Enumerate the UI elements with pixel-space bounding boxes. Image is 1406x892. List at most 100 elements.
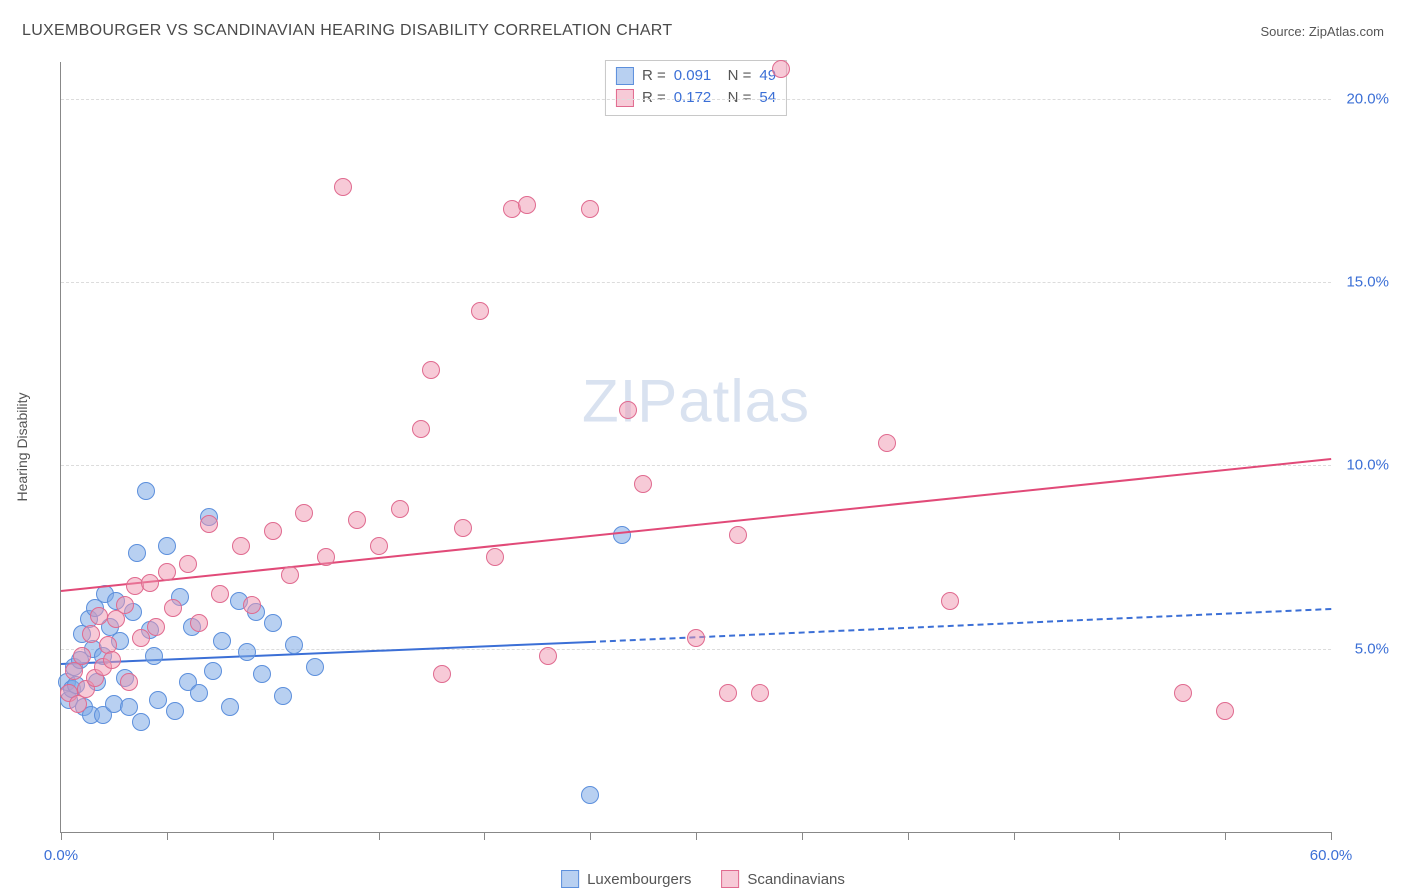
x-tick-mark <box>590 832 591 840</box>
data-point-scan <box>73 647 91 665</box>
data-point-scan <box>751 684 769 702</box>
data-point-lux <box>204 662 222 680</box>
x-tick-mark <box>908 832 909 840</box>
data-point-lux <box>306 658 324 676</box>
data-point-scan <box>729 526 747 544</box>
chart-title: LUXEMBOURGER VS SCANDINAVIAN HEARING DIS… <box>22 22 672 40</box>
data-point-scan <box>370 537 388 555</box>
data-point-scan <box>412 420 430 438</box>
plot-area: ZIPatlas R =0.091 N =49R =0.172 N =54 5.… <box>60 62 1331 833</box>
data-point-lux <box>274 687 292 705</box>
legend-swatch-scan-icon <box>721 870 739 888</box>
data-point-scan <box>391 500 409 518</box>
data-point-scan <box>772 60 790 78</box>
data-point-scan <box>581 200 599 218</box>
stat-n-label: N = <box>719 65 751 87</box>
data-point-scan <box>878 434 896 452</box>
data-point-lux <box>128 544 146 562</box>
x-tick-mark <box>167 832 168 840</box>
data-point-lux <box>166 702 184 720</box>
data-point-lux <box>149 691 167 709</box>
legend: Luxembourgers Scandinavians <box>561 870 845 888</box>
legend-label: Scandinavians <box>747 871 845 888</box>
stats-row-lux: R =0.091 N =49 <box>616 65 776 87</box>
data-point-lux <box>613 526 631 544</box>
x-tick-mark <box>484 832 485 840</box>
gridline <box>61 282 1331 283</box>
data-point-lux <box>137 482 155 500</box>
data-point-scan <box>281 566 299 584</box>
data-point-scan <box>518 196 536 214</box>
stat-r-value: 0.091 <box>674 65 712 87</box>
gridline <box>61 99 1331 100</box>
stat-r-label: R = <box>642 65 666 87</box>
data-point-scan <box>941 592 959 610</box>
data-point-scan <box>200 515 218 533</box>
data-point-lux <box>190 684 208 702</box>
data-point-scan <box>454 519 472 537</box>
x-tick-mark <box>1225 832 1226 840</box>
legend-item-scan: Scandinavians <box>721 870 845 888</box>
data-point-scan <box>158 563 176 581</box>
data-point-scan <box>539 647 557 665</box>
data-point-lux <box>120 698 138 716</box>
x-tick-mark <box>273 832 274 840</box>
x-tick-label: 0.0% <box>44 847 78 864</box>
data-point-lux <box>285 636 303 654</box>
trend-line-scan <box>61 458 1331 592</box>
data-point-scan <box>179 555 197 573</box>
data-point-lux <box>253 665 271 683</box>
watermark: ZIPatlas <box>582 366 810 435</box>
data-point-lux <box>158 537 176 555</box>
data-point-scan <box>82 625 100 643</box>
data-point-lux <box>132 713 150 731</box>
x-tick-mark <box>1014 832 1015 840</box>
x-tick-mark <box>1119 832 1120 840</box>
data-point-lux <box>213 632 231 650</box>
x-tick-label: 60.0% <box>1310 847 1353 864</box>
y-tick-label: 10.0% <box>1346 457 1389 474</box>
data-point-scan <box>719 684 737 702</box>
data-point-lux <box>145 647 163 665</box>
data-point-scan <box>334 178 352 196</box>
stats-box: R =0.091 N =49R =0.172 N =54 <box>605 60 787 116</box>
watermark-atlas: atlas <box>678 367 810 434</box>
data-point-scan <box>90 607 108 625</box>
data-point-lux <box>264 614 282 632</box>
data-point-scan <box>486 548 504 566</box>
data-point-scan <box>433 665 451 683</box>
y-tick-label: 20.0% <box>1346 90 1389 107</box>
y-axis-label: Hearing Disability <box>14 393 30 502</box>
gridline <box>61 465 1331 466</box>
swatch-lux-icon <box>616 67 634 85</box>
data-point-scan <box>317 548 335 566</box>
y-tick-label: 5.0% <box>1355 640 1389 657</box>
data-point-scan <box>211 585 229 603</box>
data-point-scan <box>147 618 165 636</box>
data-point-scan <box>1216 702 1234 720</box>
data-point-scan <box>120 673 138 691</box>
source-attribution: Source: ZipAtlas.com <box>1260 24 1384 39</box>
data-point-lux <box>581 786 599 804</box>
legend-item-lux: Luxembourgers <box>561 870 691 888</box>
plot-container: Hearing Disability ZIPatlas R =0.091 N =… <box>50 62 1330 832</box>
data-point-scan <box>164 599 182 617</box>
legend-label: Luxembourgers <box>587 871 691 888</box>
data-point-scan <box>116 596 134 614</box>
data-point-scan <box>141 574 159 592</box>
y-tick-label: 15.0% <box>1346 274 1389 291</box>
data-point-scan <box>190 614 208 632</box>
data-point-scan <box>1174 684 1192 702</box>
data-point-scan <box>232 537 250 555</box>
data-point-scan <box>295 504 313 522</box>
data-point-scan <box>348 511 366 529</box>
data-point-scan <box>619 401 637 419</box>
data-point-scan <box>634 475 652 493</box>
data-point-scan <box>243 596 261 614</box>
data-point-scan <box>103 651 121 669</box>
data-point-lux <box>238 643 256 661</box>
data-point-lux <box>221 698 239 716</box>
data-point-scan <box>422 361 440 379</box>
x-tick-mark <box>61 832 62 840</box>
x-tick-mark <box>696 832 697 840</box>
